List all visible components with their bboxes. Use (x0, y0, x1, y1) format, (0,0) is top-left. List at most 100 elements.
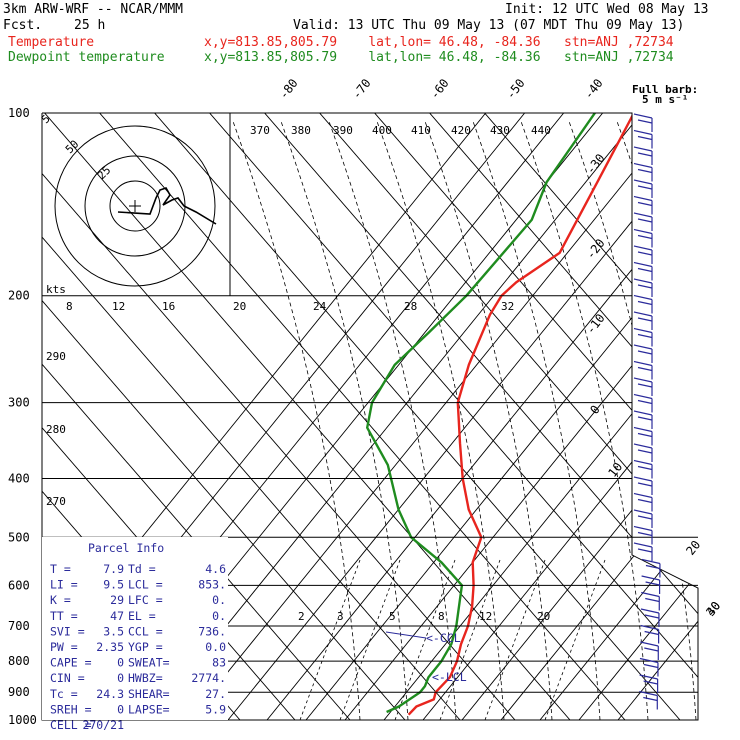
dry-adiabat-line (174, 113, 698, 720)
hodograph-speed-tick: 16 (162, 300, 175, 313)
isotherm-line (461, 113, 698, 720)
hodograph-ring-label: 50 (63, 138, 82, 157)
parcel-info-value: 47 (110, 609, 124, 623)
model-title: 3km ARW-WRF -- NCAR/MMM (3, 2, 184, 17)
parcel-info-value: 27. (205, 687, 226, 701)
wind-barb-flag (633, 129, 653, 136)
parcel-info-value: 9.5 (103, 578, 124, 592)
wind-barb-flag (644, 630, 659, 636)
hodograph-ring (109, 180, 161, 232)
parcel-info-value: 0 (117, 702, 124, 716)
wind-barb-flag (637, 482, 653, 487)
dry-adiabat-line (229, 113, 698, 720)
parcel-info-label: SHEAR= (128, 687, 170, 701)
theta-label: 380 (291, 124, 311, 137)
wind-barb-flag (637, 498, 653, 504)
parcel-info-label: PW = (50, 640, 78, 654)
isotherm-line (422, 113, 698, 720)
parcel-info-value: 24.3 (96, 687, 124, 701)
wind-barbs (633, 113, 661, 710)
forecast-label: Fcst. (3, 18, 43, 33)
parcel-info-label: LFC = (128, 593, 163, 607)
parcel-info-value: 2.35 (96, 640, 124, 654)
wind-barb-flag (641, 558, 661, 565)
wind-barb-flag (639, 690, 658, 697)
mixing-ratio-line (439, 559, 501, 720)
parcel-info-value: 4.6 (205, 562, 226, 576)
wind-barb-flag (637, 465, 653, 471)
hodograph-speed-tick: 8 (66, 300, 73, 313)
wind-barb-flag (637, 267, 653, 273)
mixing-ratio-label: 5 (389, 610, 396, 623)
wind-barb-flag (645, 581, 660, 586)
dry-adiabat-line (42, 113, 461, 720)
theta-left-label: 290 (46, 350, 66, 363)
wind-barb-flag (639, 657, 659, 664)
wind-barb-flag (633, 162, 653, 169)
wind-barb-flag (633, 360, 653, 367)
wind-barb-flag (637, 201, 653, 207)
isotherm-label: 20 (683, 538, 703, 558)
dry-adiabat-line (449, 113, 698, 720)
moist-adiabat-line (472, 119, 601, 720)
theta-left-label: 270 (46, 495, 66, 508)
wind-barb-flag (637, 432, 653, 438)
wind-barb-flag (633, 542, 653, 548)
parcel-info-value: 7.9 (103, 562, 124, 576)
wind-barb-flag (633, 344, 653, 350)
wind-barb-flag (637, 383, 653, 388)
isotherm-label: -50 (503, 76, 527, 102)
moist-adiabat-line (520, 119, 649, 720)
theta-label: 430 (490, 124, 510, 137)
parcel-info-label: CIN = (50, 671, 85, 685)
wind-barb-flag (644, 647, 659, 652)
wind-barb-flag (633, 212, 653, 218)
moist-adiabat-line (232, 119, 361, 720)
parcel-info-value: 270/21 (82, 718, 124, 732)
wind-barb-flag (633, 311, 653, 317)
wind-barb-flag (645, 597, 660, 603)
isotherm-label: -80 (276, 76, 300, 102)
hodograph-speed-tick: 28 (404, 300, 417, 313)
isotherm-line (539, 113, 698, 720)
isotherm-label: -60 (427, 76, 451, 102)
theta-label: 370 (250, 124, 270, 137)
theta-left-label: 280 (46, 423, 66, 436)
mixing-ratio-line (339, 559, 401, 720)
parcel-info-label: SVI = (50, 624, 85, 638)
parcel-info-label: LCL = (128, 578, 163, 592)
isotherm-label: -40 (581, 76, 605, 102)
theta-label: 390 (333, 124, 353, 137)
isotherm-line (149, 113, 643, 720)
wind-barb-flag (640, 608, 660, 614)
wind-barb-flag (637, 152, 653, 157)
wind-barb-flag (637, 234, 653, 240)
wind-barb-flag (633, 179, 653, 185)
theta-label: 440 (531, 124, 551, 137)
wind-barb-flag (633, 113, 653, 119)
parcel-info-label: SWEAT= (128, 656, 170, 670)
wind-barb-flag (637, 185, 653, 190)
wind-barb-flag (633, 426, 653, 433)
wind-barb-flag (633, 245, 653, 251)
wind-barb-flag (633, 443, 653, 449)
ccl-pointer (385, 631, 427, 639)
wind-barb-flag (644, 614, 660, 619)
wind-barb-flag (633, 261, 653, 268)
dry-adiabat-line (42, 113, 406, 720)
parcel-info-value: 0 (117, 671, 124, 685)
ccl-label: <-CCL (426, 631, 461, 645)
wind-barb-flag (633, 509, 653, 515)
parcel-info-panel: Parcel Info T = 7.9 Td = 4.6 LI = 9.5 LCL = 853.… (42, 537, 228, 732)
wind-barb-flag (633, 146, 653, 152)
wind-barb-flag (643, 696, 658, 702)
parcel-info-label: T = (50, 562, 71, 576)
isotherm-label: -70 (349, 76, 373, 102)
wind-barb-flag (637, 531, 653, 537)
isotherm-label: -30 (583, 151, 607, 177)
isotherm-line (617, 113, 698, 720)
parcel-info-value: 853. (198, 578, 226, 592)
parcel-info-label: CAPE = (50, 656, 92, 670)
